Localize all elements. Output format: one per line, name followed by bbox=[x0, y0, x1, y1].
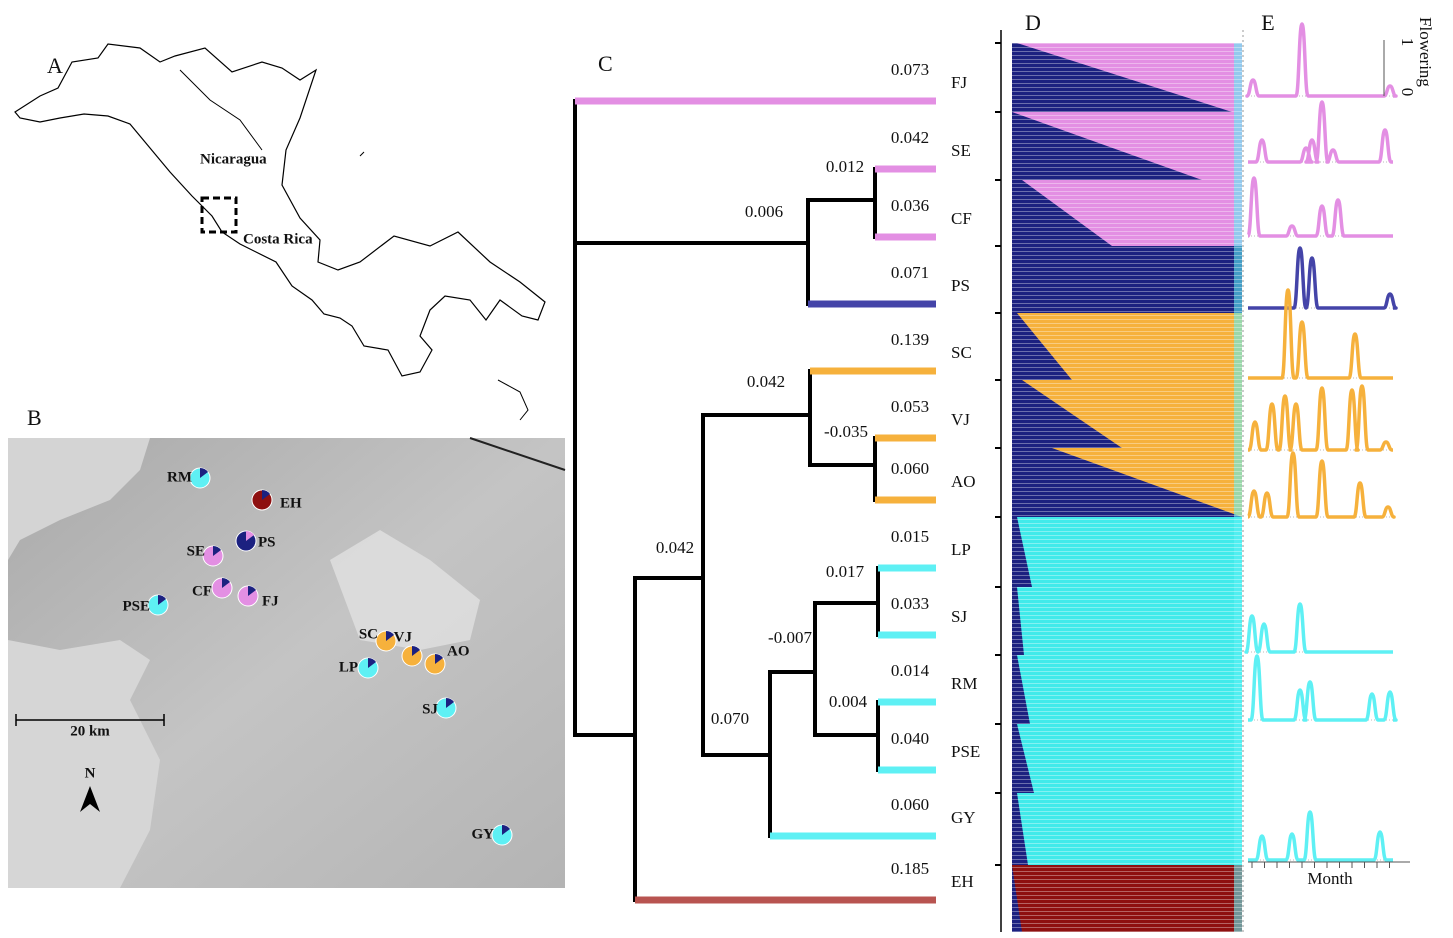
site-label: PS bbox=[258, 534, 276, 550]
figure: ANicaraguaCosta RicaBRMEHPSSECFFJPSESCVJ… bbox=[0, 0, 1453, 938]
y-tick-label: 0 bbox=[1398, 88, 1417, 97]
branch-length: 0.012 bbox=[826, 157, 864, 176]
branch-length: 0.070 bbox=[711, 709, 749, 728]
branch-length: 0.060 bbox=[891, 459, 929, 478]
branch-length: 0.042 bbox=[891, 128, 929, 147]
site-label: FJ bbox=[262, 593, 279, 609]
country-label: Costa Rica bbox=[243, 231, 313, 247]
flowering-curve bbox=[1246, 604, 1393, 652]
branch-length: 0.185 bbox=[891, 859, 929, 878]
flowering-curve bbox=[1248, 386, 1393, 450]
site-label: VJ bbox=[394, 629, 413, 645]
tip-label: LP bbox=[951, 540, 971, 559]
tip-label: PS bbox=[951, 276, 970, 295]
stripes bbox=[1012, 43, 1242, 932]
site-label: SE bbox=[187, 543, 205, 559]
branch-length: 0.071 bbox=[891, 263, 929, 282]
panel-label: A bbox=[47, 53, 63, 78]
tip-label: AO bbox=[951, 472, 976, 491]
map-outline bbox=[15, 44, 545, 376]
tip-label: PSE bbox=[951, 742, 980, 761]
site-label: CF bbox=[192, 583, 212, 599]
branch-length: 0.033 bbox=[891, 594, 929, 613]
branch-length: 0.040 bbox=[891, 729, 929, 748]
y-axis-label: Flowering bbox=[1416, 17, 1435, 87]
flowering-curve bbox=[1248, 178, 1393, 236]
tip-label: FJ bbox=[951, 73, 967, 92]
flowering-curve bbox=[1248, 656, 1396, 720]
branch-length: 0.053 bbox=[891, 397, 929, 416]
structure-top bbox=[1012, 30, 1242, 43]
branch-length: 0.042 bbox=[656, 538, 694, 557]
branch-length: 0.015 bbox=[891, 527, 929, 546]
tip-label: GY bbox=[951, 808, 976, 827]
branch-length: 0.017 bbox=[826, 562, 865, 581]
panel-label: B bbox=[27, 405, 42, 430]
site-label: GY bbox=[472, 826, 495, 842]
site-label: SJ bbox=[422, 701, 438, 717]
flowering-curve bbox=[1248, 812, 1393, 860]
site-label: SC bbox=[359, 626, 378, 642]
flowering-curve bbox=[1248, 248, 1396, 308]
north-label: N bbox=[85, 765, 96, 781]
flowering-curve bbox=[1248, 102, 1393, 162]
tip-label: SJ bbox=[951, 607, 967, 626]
scale-label: 20 km bbox=[70, 723, 110, 739]
tip-label: SC bbox=[951, 343, 972, 362]
y-tick-label: 1 bbox=[1398, 38, 1417, 47]
branch-length: 0.006 bbox=[745, 202, 783, 221]
flowering-curve bbox=[1248, 453, 1394, 517]
tip-label: CF bbox=[951, 209, 972, 228]
branch-length: 0.060 bbox=[891, 795, 929, 814]
branch-length: 0.036 bbox=[891, 196, 929, 215]
branch-length: 0.042 bbox=[747, 372, 785, 391]
country-label: Nicaragua bbox=[200, 151, 267, 167]
flowering-curve bbox=[1248, 290, 1393, 378]
branch-length: 0.139 bbox=[891, 330, 929, 349]
site-label: PSE bbox=[122, 598, 150, 614]
x-axis-label: Month bbox=[1307, 869, 1353, 888]
site-label: LP bbox=[339, 659, 358, 675]
map-outline bbox=[180, 70, 528, 420]
sea bbox=[8, 640, 160, 888]
panel-label: C bbox=[598, 51, 613, 76]
branch-length: -0.007 bbox=[768, 628, 812, 647]
branch-length: 0.014 bbox=[891, 661, 930, 680]
branch-length: -0.035 bbox=[824, 422, 868, 441]
tip-label: EH bbox=[951, 872, 974, 891]
tip-label: SE bbox=[951, 141, 971, 160]
site-label: EH bbox=[280, 495, 302, 511]
panel-label: E bbox=[1261, 10, 1274, 35]
site-label: AO bbox=[447, 643, 470, 659]
branch-length: 0.073 bbox=[891, 60, 929, 79]
tip-label: RM bbox=[951, 674, 977, 693]
tip-label: VJ bbox=[951, 410, 970, 429]
site-label: RM bbox=[167, 469, 192, 485]
branch-length: 0.004 bbox=[829, 692, 868, 711]
